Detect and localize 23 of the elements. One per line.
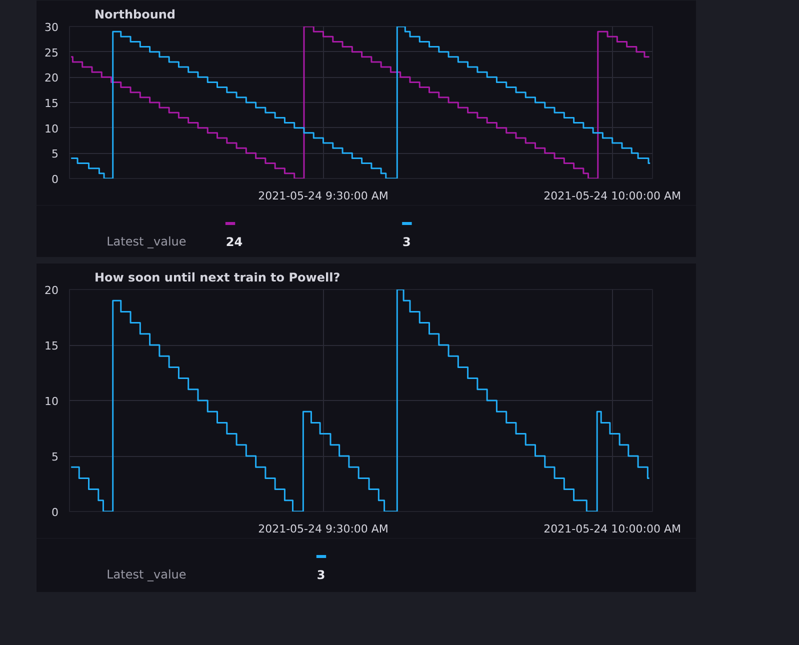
text: Latest _value bbox=[106, 568, 186, 582]
y-tick-label: 5 bbox=[52, 148, 58, 161]
chart-title: Northbound bbox=[94, 8, 176, 22]
y-tick-label: 10 bbox=[44, 122, 59, 136]
chart-title: How soon until next train to Powell? bbox=[94, 270, 340, 284]
y-tick-label: 15 bbox=[44, 340, 59, 352]
y-tick-label: 0 bbox=[52, 173, 58, 186]
y-tick-label: 20 bbox=[44, 284, 59, 297]
y-tick-label: 5 bbox=[52, 450, 58, 464]
text: 24 bbox=[226, 235, 243, 249]
x-tick-label: 2021-05-24 10:00:00 AM bbox=[544, 190, 682, 202]
x-tick-label: 2021-05-24 9:30:00 AM bbox=[258, 522, 388, 536]
text: Latest _value bbox=[106, 234, 186, 248]
y-tick-label: 15 bbox=[44, 97, 59, 110]
text: 3 bbox=[402, 235, 411, 249]
y-tick-label: 20 bbox=[44, 72, 59, 85]
x-tick-label: 2021-05-24 10:00:00 AM bbox=[544, 522, 682, 536]
y-tick-label: 25 bbox=[44, 46, 59, 60]
x-tick-label: 2021-05-24 9:30:00 AM bbox=[258, 190, 388, 202]
y-tick-label: 30 bbox=[44, 21, 59, 34]
text: 3 bbox=[316, 568, 326, 582]
y-tick-label: 0 bbox=[52, 506, 58, 519]
y-tick-label: 10 bbox=[44, 395, 59, 408]
